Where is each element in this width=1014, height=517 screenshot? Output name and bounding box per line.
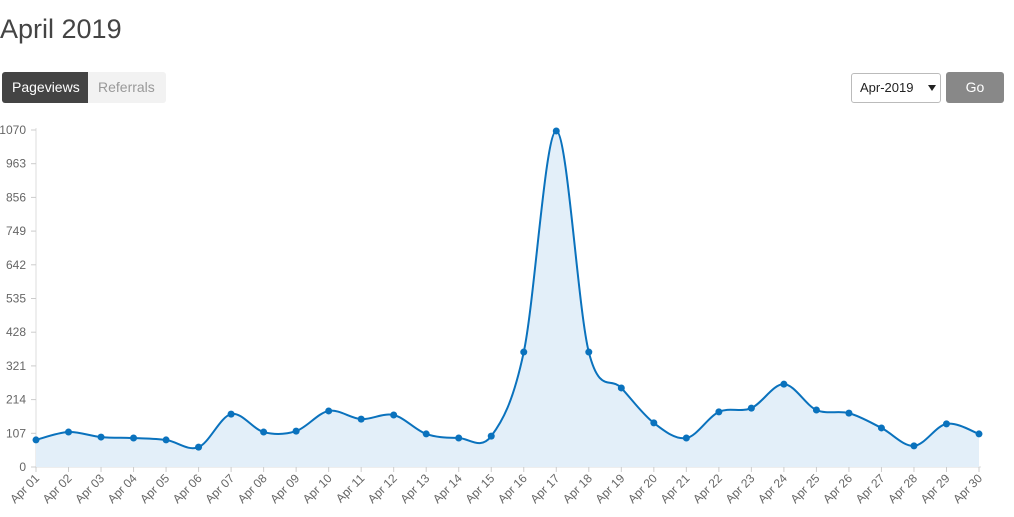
month-select[interactable]: Apr-2019 <box>851 73 941 103</box>
area <box>36 130 979 467</box>
point <box>975 430 983 438</box>
point <box>910 442 918 450</box>
point <box>780 380 788 388</box>
x-tick-label: Apr 13 <box>397 471 432 506</box>
y-tick-label: 0 <box>19 460 26 474</box>
point <box>455 434 463 442</box>
x-tick-label: Apr 11 <box>333 471 368 506</box>
line <box>35 129 980 450</box>
x-tick-label: Apr 22 <box>690 471 725 506</box>
x-tick-label: Apr 10 <box>300 471 335 506</box>
point <box>715 408 723 416</box>
x-tick-label: Apr 25 <box>788 471 823 506</box>
x-tick-label: Apr 18 <box>560 471 595 506</box>
point <box>260 428 268 436</box>
point <box>97 433 105 441</box>
x-tick-label: Apr 23 <box>723 471 758 506</box>
point <box>877 424 885 432</box>
point <box>617 384 625 392</box>
x-tick-label: Apr 26 <box>820 471 855 506</box>
x-tick-label: Apr 07 <box>202 471 237 506</box>
x-tick-label: Apr 04 <box>105 471 140 506</box>
point <box>422 430 430 438</box>
tab-active[interactable]: Pageviews <box>2 72 88 103</box>
x-tick-label: Apr 12 <box>365 471 400 506</box>
point <box>585 348 593 356</box>
point <box>845 409 853 417</box>
point <box>812 406 820 414</box>
point <box>292 427 300 435</box>
go-button[interactable]: Go <box>946 72 1004 103</box>
y-tick-label: 428 <box>6 325 26 339</box>
x-tick-label: Apr 24 <box>755 471 790 506</box>
x-tick-label: Apr 27 <box>853 471 888 506</box>
x-tick-label: Apr 21 <box>658 471 693 506</box>
select-arrow <box>928 85 936 91</box>
x-tick-label: Apr 05 <box>137 471 172 506</box>
x-tick-label: Apr 28 <box>885 471 920 506</box>
x-tick-label: Apr 14 <box>430 471 465 506</box>
x-tick-label: Apr 08 <box>235 471 270 506</box>
y-tick-label: 535 <box>6 292 26 306</box>
point <box>520 348 528 356</box>
x-tick-label: Apr 29 <box>918 471 953 506</box>
y-tick-label: 642 <box>6 258 26 272</box>
y-tick-label: 107 <box>6 426 26 440</box>
point <box>32 436 40 444</box>
point <box>130 434 138 442</box>
point <box>325 407 333 415</box>
point <box>227 410 235 418</box>
y-tick-label: 1070 <box>0 123 26 137</box>
point <box>65 428 73 436</box>
x-tick-label: Apr 09 <box>267 471 302 506</box>
x-tick-label: Apr 15 <box>462 471 497 506</box>
y-tick-label: 963 <box>6 157 26 171</box>
point <box>682 434 690 442</box>
x-tick-label: Apr 20 <box>625 471 660 506</box>
page-title: April 2019 <box>0 14 122 44</box>
x-tick-label: Apr 17 <box>527 471 562 506</box>
point <box>357 415 365 423</box>
point <box>747 404 755 412</box>
point <box>390 411 398 419</box>
point <box>942 420 950 428</box>
x-tick-label: Apr 19 <box>593 471 628 506</box>
y-tick-label: 749 <box>6 224 26 238</box>
x-tick-label: Apr 16 <box>495 471 530 506</box>
point <box>650 419 658 427</box>
point <box>487 432 495 440</box>
y-tick-label: 321 <box>6 359 26 373</box>
y-tick-label: 214 <box>6 393 26 407</box>
tab[interactable]: Referrals <box>88 72 166 103</box>
point <box>195 443 203 451</box>
y-tick-label: 856 <box>6 190 26 204</box>
x-tick-label: Apr 01 <box>7 471 42 506</box>
point <box>552 127 560 135</box>
x-tick-label: Apr 03 <box>72 471 107 506</box>
x-tick-label: Apr 30 <box>950 471 985 506</box>
x-tick-label: Apr 06 <box>170 471 205 506</box>
x-tick-label: Apr 02 <box>40 471 75 506</box>
point <box>162 436 170 444</box>
